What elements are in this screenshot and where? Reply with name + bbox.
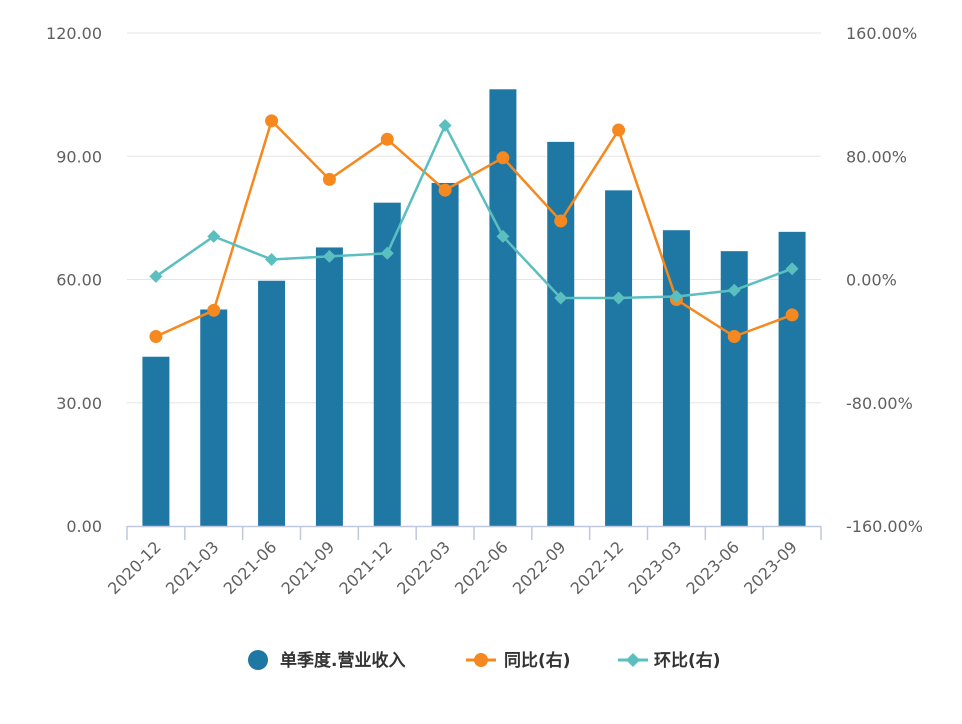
x-axis-tick-label: 2022-12 [567,537,628,598]
legend-item[interactable]: 单季度.营业收入 [248,650,405,671]
data-point [438,183,452,197]
data-point [265,252,279,266]
x-axis-tick-label: 2023-03 [625,537,686,598]
grid [127,32,821,404]
data-point [149,269,163,283]
data-point [438,118,452,132]
x-axis-tick-label: 2022-06 [451,537,512,598]
data-point [669,289,683,303]
left-axis-tick-label: 0.00 [66,517,102,536]
right-axis-tick-label: 160.00% [846,24,917,43]
right-axis-tick-label: 0.00% [846,271,897,290]
x-axis-tick-label: 2023-09 [740,537,801,598]
bar [431,182,459,526]
data-point [149,330,163,344]
line-series [149,114,799,344]
bar [142,356,170,526]
bar [547,141,575,526]
bar [778,231,806,527]
data-point [380,132,394,146]
data-point [322,172,336,186]
data-point [785,308,799,322]
data-point [322,249,336,263]
x-axis-tick-label: 2020-12 [104,537,165,598]
data-point [727,330,741,344]
left-axis-tick-label: 60.00 [56,271,102,290]
data-point [265,114,279,128]
data-point [380,246,394,260]
left-axis-tick-label: 120.00 [46,24,102,43]
legend-marker [474,653,488,667]
data-point [496,229,510,243]
right-axis-tick-label: -160.00% [846,517,923,536]
bar [258,280,286,526]
data-point [554,291,568,305]
x-axis-tick-label: 2021-12 [335,537,396,598]
x-axis-tick-label: 2021-09 [278,537,339,598]
bar-series [142,89,806,527]
data-point [554,214,568,228]
left-axis-tick-label: 30.00 [56,394,102,413]
axes [126,525,822,540]
data-point [207,303,221,317]
right-axis-tick-label: 80.00% [846,147,907,166]
data-point [612,123,626,137]
bar [315,247,343,526]
bar [200,309,228,526]
x-axis-tick-label: 2022-09 [509,537,570,598]
legend[interactable]: 单季度.营业收入 同比(右) 环比(右) [248,650,721,671]
x-axis-tick-label: 2023-06 [682,537,743,598]
x-axis-tick-label: 2022-03 [393,537,454,598]
legend-marker [248,650,268,670]
bar [662,230,690,526]
bar [605,190,633,526]
legend-label: 单季度.营业收入 [280,650,405,671]
x-axis-tick-label: 2021-03 [162,537,223,598]
x-axis-tick-label: 2021-06 [220,537,281,598]
data-point [727,283,741,297]
data-point [612,291,626,305]
data-point [785,262,799,276]
series-line [155,124,793,300]
bar [720,251,748,526]
series-line [155,119,793,338]
legend-item[interactable]: 同比(右) [466,650,571,671]
legend-item[interactable]: 环比(右) [618,650,721,671]
data-point [207,229,221,243]
right-axis-tick-label: -80.00% [846,394,913,413]
legend-label: 环比(右) [654,650,721,671]
legend-marker [626,653,640,667]
left-axis-tick-label: 90.00 [56,147,102,166]
data-point [496,151,510,165]
legend-label: 同比(右) [504,650,571,671]
